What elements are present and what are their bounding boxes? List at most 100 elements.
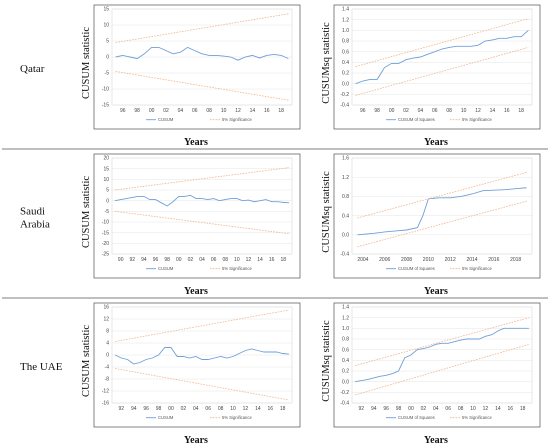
series-line-upper-bound: [114, 167, 290, 191]
y-tick-label: 0: [106, 55, 109, 61]
y-tick-label: 0.0: [342, 81, 349, 87]
legend-label-stat: CUSUM of Squares: [398, 266, 435, 271]
series-line-stat: [355, 29, 529, 85]
x-tick-label: 12: [483, 406, 489, 412]
y-tick-label: 1.2: [342, 175, 349, 181]
y-tick-label: 1.0: [342, 326, 349, 332]
legend-label-stat: CUSUM of Squares: [398, 117, 435, 122]
chart-frame: [333, 4, 541, 130]
x-tick-label: 94: [131, 406, 137, 412]
y-axis-label: CUSUM statistic: [81, 27, 92, 99]
legend-label-significance: 5% Significance: [462, 117, 492, 122]
x-axis-label: Years: [184, 137, 208, 148]
y-axis-label: CUSUMsq statistic: [321, 171, 332, 253]
chart-frame: [93, 302, 301, 428]
chart-panel-5: 1.4 1.2 1.0 0.8 0.6 0.4 0.2 0.0 -0.2 -0.4 92 94 96 98…: [321, 302, 541, 446]
y-tick-label: -12: [102, 389, 109, 395]
x-tick-label: 10: [230, 406, 236, 412]
x-tick-label: 14: [490, 108, 496, 114]
x-tick-label: 18: [518, 108, 524, 114]
series-line-stat: [115, 46, 289, 61]
legend-label-stat: CUSUM: [158, 117, 174, 122]
y-tick-label: -15: [102, 103, 109, 109]
x-tick-label: 06: [192, 108, 198, 114]
x-tick-label: 98: [374, 108, 380, 114]
y-tick-label: 0.4: [342, 60, 349, 66]
x-tick-label: 18: [281, 257, 287, 263]
x-tick-label: 18: [520, 406, 526, 412]
x-tick-label: 00: [176, 257, 182, 263]
x-tick-label: 08: [206, 108, 212, 114]
y-tick-label: 16: [103, 305, 109, 311]
plot-area: [351, 306, 533, 404]
x-tick-label: 14: [250, 108, 256, 114]
x-tick-label: 10: [461, 108, 467, 114]
x-tick-label: 18: [278, 108, 284, 114]
series-line-upper-bound: [355, 18, 529, 67]
y-tick-label: 0.4: [342, 358, 349, 364]
x-tick-label: 08: [222, 257, 228, 263]
y-tick-label: 0: [106, 198, 109, 204]
x-tick-label: 12: [475, 108, 481, 114]
x-tick-label: 10: [221, 108, 227, 114]
y-tick-label: 1.2: [342, 17, 349, 23]
x-tick-label: 08: [446, 108, 452, 114]
y-tick-label: -10: [102, 220, 109, 226]
chart-frame: [93, 4, 301, 130]
series-line-lower-bound: [115, 368, 289, 401]
x-tick-label: 2014: [466, 257, 477, 263]
x-tick-label: 04: [433, 406, 439, 412]
series-line-lower-bound: [115, 71, 289, 101]
y-tick-label: -0.4: [340, 103, 349, 109]
row-label: Qatar: [20, 63, 45, 75]
x-tick-label: 02: [188, 257, 194, 263]
chart-panel-0: 15 10 5 0 -5 -10 -15 96 98 00 02 04 06 08 10 12 14 16 18 CU…: [81, 4, 301, 148]
y-tick-label: 1.6: [342, 156, 349, 162]
y-tick-label: -25: [102, 252, 109, 258]
x-tick-label: 12: [246, 257, 252, 263]
y-tick-label: 0.8: [342, 194, 349, 200]
legend-label-significance: 5% Significance: [462, 266, 492, 271]
x-tick-label: 04: [193, 406, 199, 412]
x-tick-label: 08: [458, 406, 464, 412]
y-tick-label: 1.2: [342, 315, 349, 321]
chart-panel-1: 1.4 1.2 1.0 0.8 0.6 0.4 0.2 0.0 -0.2 -0.4 96 98 00 02…: [321, 4, 541, 148]
x-axis-label: Years: [184, 435, 208, 446]
y-tick-label: -0.4: [340, 401, 349, 407]
series-line-lower-bound: [357, 200, 527, 248]
legend-label-stat: CUSUM of Squares: [398, 415, 435, 420]
x-tick-label: 2010: [423, 257, 434, 263]
series-line-stat: [355, 327, 529, 383]
x-tick-label: 92: [119, 406, 125, 412]
y-tick-label: 0.8: [342, 39, 349, 45]
legend-label-significance: 5% Significance: [222, 266, 252, 271]
row-label: Arabia: [20, 219, 50, 231]
x-tick-label: 12: [235, 108, 241, 114]
y-tick-label: 15: [103, 166, 109, 172]
x-tick-label: 04: [199, 257, 205, 263]
y-tick-label: -20: [102, 241, 109, 247]
x-tick-label: 14: [257, 257, 263, 263]
plot-area: [111, 157, 293, 255]
legend-label-significance: 5% Significance: [462, 415, 492, 420]
y-tick-label: 8: [106, 329, 109, 335]
y-axis-label: CUSUMsq statistic: [321, 22, 332, 104]
y-tick-label: 1.4: [342, 305, 349, 311]
series-line-upper-bound: [115, 13, 289, 43]
y-tick-label: 0.2: [342, 71, 349, 77]
x-tick-label: 96: [153, 257, 159, 263]
y-tick-label: 10: [103, 177, 109, 183]
x-axis-label: Years: [424, 137, 448, 148]
y-tick-label: 15: [103, 7, 109, 13]
x-tick-label: 2016: [488, 257, 499, 263]
x-tick-label: 02: [421, 406, 427, 412]
x-tick-label: 02: [163, 108, 169, 114]
plot-area: [351, 157, 533, 255]
y-tick-label: -0.2: [340, 390, 349, 396]
x-tick-label: 06: [205, 406, 211, 412]
y-tick-label: 5: [106, 188, 109, 194]
y-axis-label: CUSUM statistic: [81, 325, 92, 397]
series-line-upper-bound: [115, 309, 289, 342]
x-tick-label: 98: [134, 108, 140, 114]
